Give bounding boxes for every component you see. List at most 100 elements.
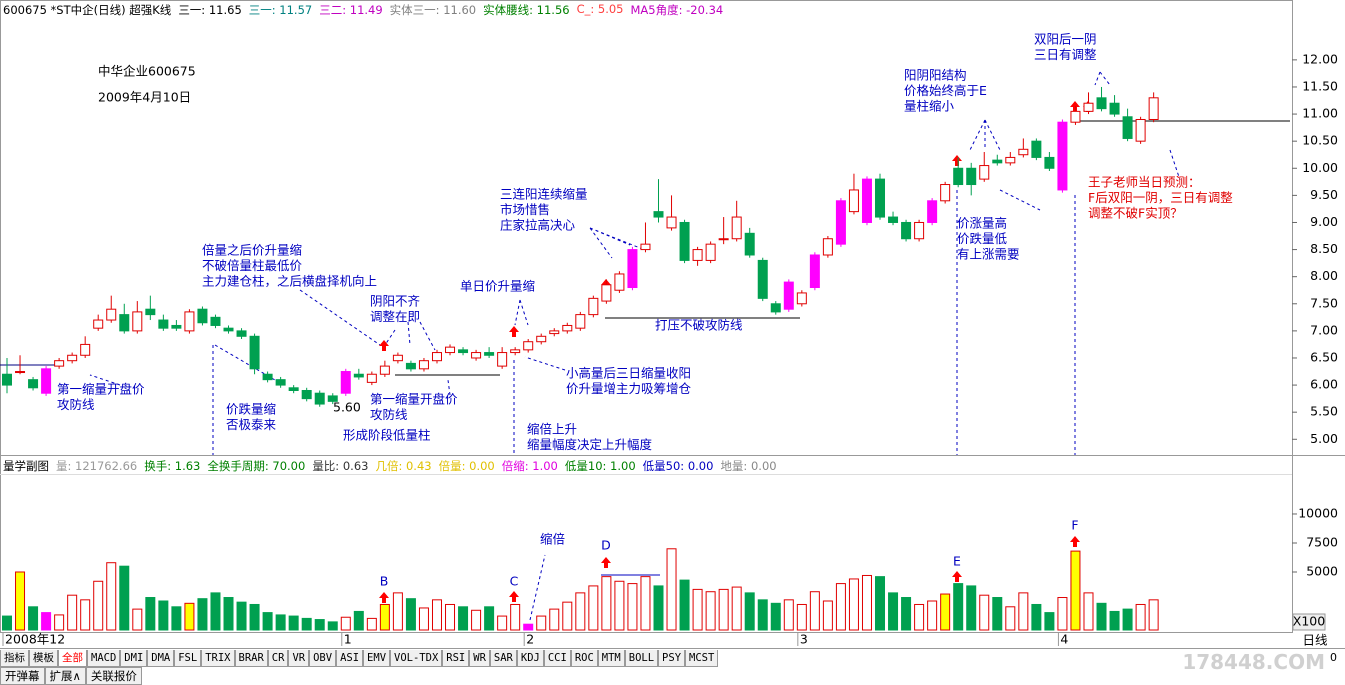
candle-body xyxy=(809,254,820,289)
tab[interactable]: 全部 xyxy=(58,650,87,667)
volume-bar xyxy=(1044,612,1055,631)
volume-bar xyxy=(1135,603,1146,631)
header-item: 地量: 0.00 xyxy=(720,459,777,473)
candle-body xyxy=(418,360,429,370)
annotation: 第一缩量开盘价 xyxy=(370,392,458,407)
chart-subtitle: 2009年4月10日 xyxy=(98,90,191,105)
candle-body xyxy=(340,371,351,394)
volume-bar xyxy=(627,583,638,631)
tab[interactable]: RSI xyxy=(442,650,470,667)
candle-body xyxy=(966,167,977,186)
candle-body xyxy=(458,349,469,354)
candle-body xyxy=(497,352,508,367)
candle-body xyxy=(93,319,104,329)
volume-bar xyxy=(497,615,508,631)
tab[interactable]: DMI xyxy=(120,650,148,667)
annotation: 第一缩量开盘价 xyxy=(57,382,145,397)
volume-bar xyxy=(653,585,664,631)
candle-body xyxy=(796,292,807,305)
tab[interactable]: CR xyxy=(267,650,289,667)
tab[interactable]: TRIX xyxy=(201,650,235,667)
tab[interactable]: BOLL xyxy=(624,650,659,667)
candle-body xyxy=(1070,110,1081,123)
tab[interactable]: WR xyxy=(469,650,490,667)
up-arrow xyxy=(1070,536,1080,547)
volume-bar xyxy=(744,592,755,631)
tab[interactable]: PSY xyxy=(658,650,686,667)
volume-bar xyxy=(966,585,977,631)
up-arrow xyxy=(952,155,962,166)
header-item: 实体腰线: 11.56 xyxy=(483,3,570,17)
volume-bar xyxy=(54,614,65,631)
annotation: 有上涨需要 xyxy=(957,247,1020,262)
candle-body xyxy=(1005,156,1016,164)
pointer xyxy=(969,119,1041,211)
volume-bar xyxy=(953,583,964,631)
bottom-tabs: 开弹幕 扩展∧ 关联报价 xyxy=(0,667,142,685)
tab[interactable]: 关联报价 xyxy=(85,667,142,685)
y-tick-label: 7.00 xyxy=(1310,322,1338,337)
annotation: 单日价升量缩 xyxy=(460,279,535,294)
header-item: 实体三一: 11.60 xyxy=(389,3,477,17)
candle-body xyxy=(666,216,677,229)
pointer xyxy=(89,374,121,386)
volume-bar xyxy=(901,597,912,631)
tab[interactable]: 扩展∧ xyxy=(44,667,86,685)
annotation: 倍量之后价升量缩 xyxy=(202,243,302,258)
volume-bar xyxy=(822,600,833,631)
volume-bar xyxy=(601,576,612,631)
volume-bar xyxy=(1096,602,1107,631)
volume-bar xyxy=(692,588,703,631)
volume-bar xyxy=(718,588,729,631)
volume-bar xyxy=(875,576,886,631)
tab[interactable]: ASI xyxy=(336,650,364,667)
volume-bar xyxy=(940,593,951,631)
tab[interactable]: EMV xyxy=(363,650,391,667)
volume-bar xyxy=(93,580,104,631)
volume-bar xyxy=(301,617,312,631)
y-tick-label: 6.00 xyxy=(1310,377,1338,392)
annotation: F后双阳一阴，三日有调整 xyxy=(1088,190,1233,205)
volume-bar xyxy=(588,585,599,631)
tab[interactable]: BRAR xyxy=(234,650,268,667)
volume-bar xyxy=(562,601,573,631)
y-tick-label: 5000 xyxy=(1306,563,1338,578)
x-tick-label: 2008年12 xyxy=(5,632,65,647)
tab[interactable]: MACD xyxy=(87,650,121,667)
tab[interactable]: 开弹幕 xyxy=(0,667,45,685)
tab[interactable]: MCST xyxy=(685,650,719,667)
candle-body xyxy=(379,365,390,375)
up-arrow xyxy=(509,591,519,602)
tab[interactable]: MTM xyxy=(597,650,625,667)
candle-body xyxy=(692,249,703,261)
y-tick-label: 5.00 xyxy=(1310,431,1338,446)
tab[interactable]: DMA xyxy=(147,650,175,667)
candle-body xyxy=(601,284,612,302)
tab[interactable]: SAR xyxy=(489,650,517,667)
volume-bar xyxy=(366,617,377,631)
tab[interactable]: 模板 xyxy=(29,650,58,667)
tab[interactable]: VOL-TDX xyxy=(390,650,443,667)
tab[interactable]: KDJ xyxy=(516,650,544,667)
header-item: 三二: 11.49 xyxy=(319,3,383,17)
annotation: 王子老师当日预测： xyxy=(1088,175,1201,190)
candle-body xyxy=(445,346,456,354)
tab[interactable]: CCI xyxy=(543,650,571,667)
header-item: 三一: 11.57 xyxy=(248,3,313,17)
tab[interactable]: VR xyxy=(288,650,310,667)
tab[interactable]: FSL xyxy=(174,650,202,667)
candle-body xyxy=(1044,156,1055,169)
tab[interactable]: ROC xyxy=(570,650,598,667)
tab[interactable]: OBV xyxy=(309,650,337,667)
header-item: 量学副图 xyxy=(3,459,49,473)
volume-bar xyxy=(197,598,208,631)
candle-body xyxy=(575,314,586,329)
volume-bar xyxy=(28,606,39,631)
pointer xyxy=(214,289,381,381)
candle-body xyxy=(861,178,872,223)
tab[interactable]: 指标 xyxy=(0,650,29,667)
candle-body xyxy=(223,327,234,332)
y-tick-label: 6.50 xyxy=(1310,349,1338,364)
volume-bar xyxy=(1070,550,1081,631)
annotation: 市场惜售 xyxy=(500,202,550,217)
